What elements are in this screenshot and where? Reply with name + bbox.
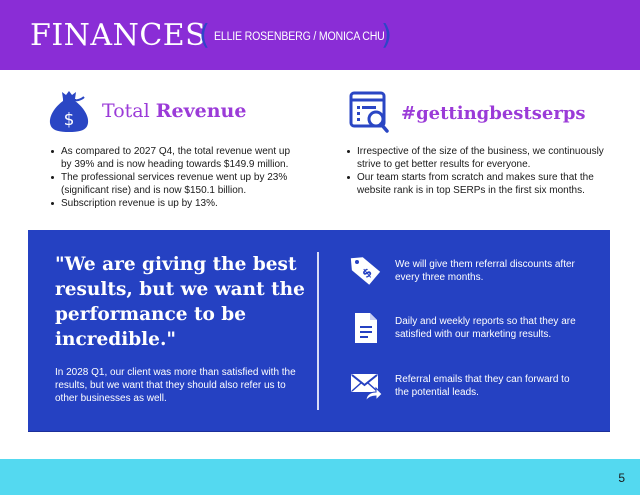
total-revenue-header: $ Total Revenue [48, 89, 246, 133]
total-revenue-heading: Total Revenue [102, 100, 246, 122]
discount-tag-icon: $ [350, 257, 381, 285]
bracket-close: ) [381, 18, 392, 51]
svg-text:$: $ [64, 110, 75, 130]
list-item: Irrespective of the size of the business… [346, 145, 606, 171]
feature-text: Daily and weekly reports so that they ar… [395, 316, 576, 340]
header-banner: FINANCES ( ELLIE ROSENBERG / MONICA CHU … [0, 0, 640, 70]
feature-text: We will give them referral discounts aft… [395, 259, 575, 283]
feature-item-emails: Referral emails that they can forward to… [350, 370, 585, 402]
feature-item-discounts: $ We will give them referral discounts a… [350, 255, 585, 287]
list-item: As compared to 2027 Q4, the total revenu… [50, 145, 300, 171]
vertical-divider [317, 252, 319, 410]
quote-body: In 2028 Q1, our client was more than sat… [55, 367, 296, 404]
feature-item-reports: Daily and weekly reports so that they ar… [350, 312, 585, 344]
search-report-icon [349, 91, 389, 133]
quote-heading: "We are giving the best results, but we … [55, 254, 305, 350]
email-forward-icon [351, 374, 382, 402]
serps-bullet-list: Irrespective of the size of the business… [346, 145, 606, 197]
document-icon [355, 313, 377, 343]
page-title: FINANCES [30, 18, 207, 53]
footer-bar: 5 [0, 459, 640, 495]
serps-heading: #gettingbestserps [401, 102, 586, 124]
list-item: Our team starts from scratch and makes s… [346, 171, 606, 197]
revenue-bullet-list: As compared to 2027 Q4, the total revenu… [50, 145, 300, 210]
bracket-open: ( [199, 18, 210, 51]
list-item: The professional services revenue went u… [50, 171, 300, 197]
testimonial-panel: "We are giving the best results, but we … [28, 230, 610, 432]
feature-text: Referral emails that they can forward to… [395, 374, 570, 398]
heading-regular: Total [102, 100, 156, 122]
authors-label: ELLIE ROSENBERG / MONICA CHU [214, 31, 385, 43]
money-bag-icon: $ [49, 91, 89, 132]
serps-header: #gettingbestserps [349, 91, 586, 135]
list-item: Subscription revenue is up by 13%. [50, 197, 300, 210]
page-number: 5 [618, 471, 625, 485]
heading-bold: Revenue [155, 100, 247, 122]
